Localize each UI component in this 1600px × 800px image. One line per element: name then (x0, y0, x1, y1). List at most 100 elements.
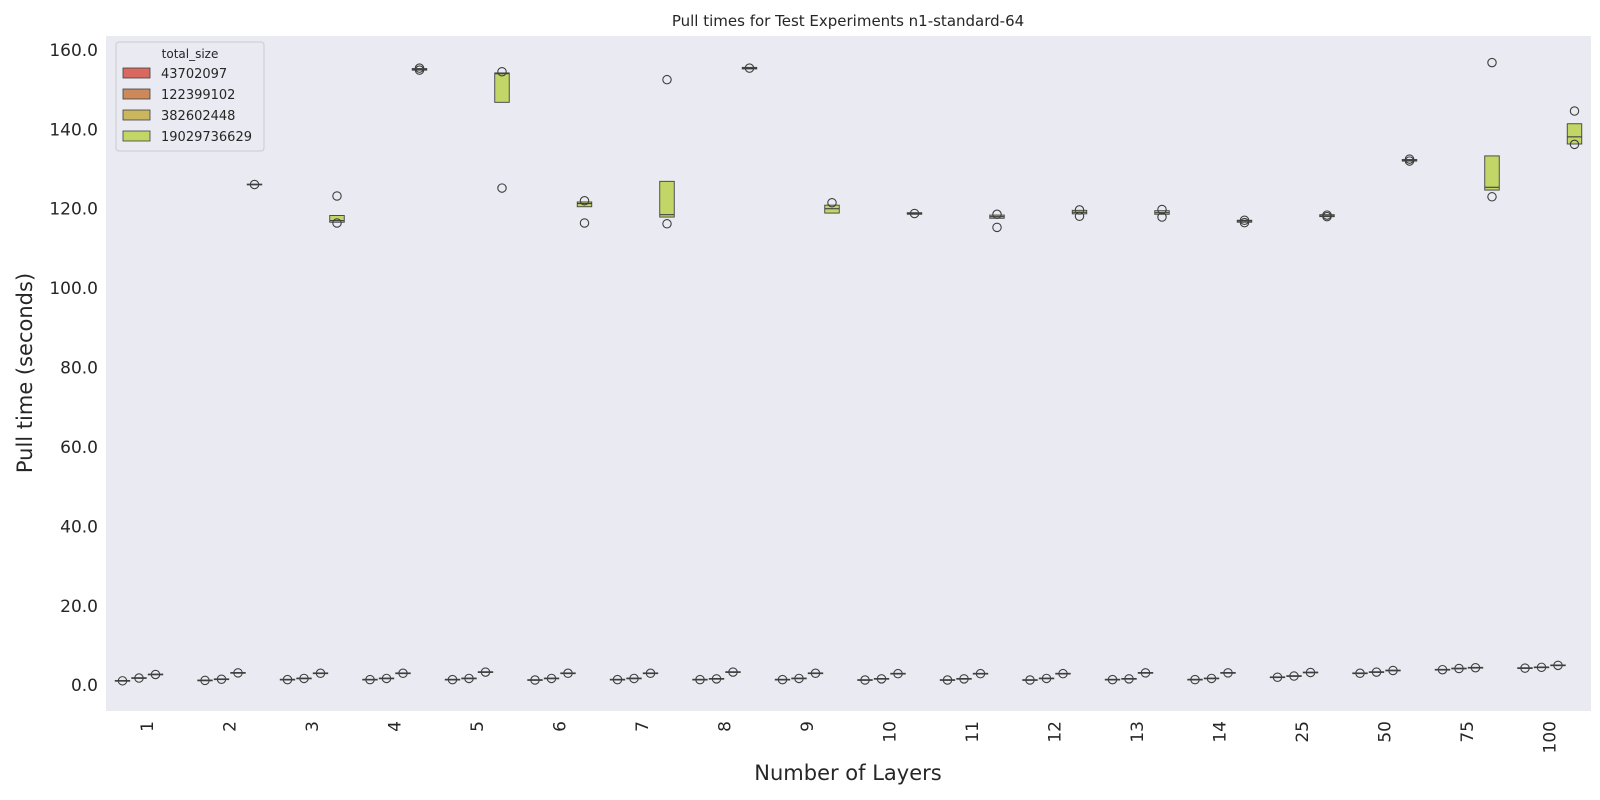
box-group (1121, 674, 1137, 684)
box-group (114, 676, 131, 686)
outlier-point (150, 669, 161, 680)
box-group (708, 674, 725, 684)
box-series (114, 57, 1583, 686)
box-group (312, 668, 329, 679)
box-group (1055, 668, 1071, 679)
outlier-point (1239, 215, 1250, 225)
outlier-point (233, 668, 243, 678)
outlier-point (1569, 139, 1580, 150)
box-group (147, 669, 164, 680)
outlier-point (876, 674, 887, 684)
outlier-point (464, 673, 474, 684)
box-group (213, 674, 230, 684)
outlier-point (695, 674, 705, 685)
outlier-point (332, 191, 342, 201)
legend-title: total_size (162, 47, 219, 61)
box-group (329, 191, 345, 228)
outlier-point (299, 673, 309, 684)
x-tick-label: 75 (1458, 721, 1478, 743)
outlier-point (1272, 672, 1283, 682)
outlier-point (1107, 674, 1118, 685)
outlier-point (1124, 674, 1134, 684)
box (1566, 123, 1583, 145)
box-group (1566, 106, 1583, 150)
outlier-point (909, 208, 920, 219)
box-group (461, 673, 477, 684)
x-tick-label: 100 (1541, 721, 1561, 753)
legend-swatch (122, 67, 151, 79)
box-group (444, 674, 461, 685)
box-group (560, 668, 576, 679)
box-group (527, 675, 543, 685)
outlier-point (579, 196, 590, 206)
outlier-point (1223, 668, 1233, 678)
box (1484, 155, 1500, 191)
box-group (989, 209, 1005, 233)
legend-label: 19029736629 (161, 130, 252, 145)
y-tick-label: 40.0 (60, 517, 98, 537)
box-group (1236, 215, 1253, 228)
x-tick-label: 4 (386, 721, 406, 732)
box-group (1401, 154, 1418, 166)
y-tick-label: 160.0 (49, 41, 98, 61)
box-group (1187, 674, 1203, 685)
box-group (1038, 673, 1055, 684)
box-group (807, 668, 824, 679)
box-group (659, 74, 675, 229)
box (576, 201, 593, 208)
box (659, 180, 675, 218)
outlier-point (1371, 667, 1382, 677)
outlier-point (1305, 667, 1316, 678)
box-group (197, 675, 213, 686)
outlier-point (414, 65, 425, 75)
box-group (692, 674, 708, 685)
outlier-point (1190, 674, 1200, 685)
box-group (956, 674, 972, 684)
legend-label: 43702097 (161, 67, 227, 82)
outlier-point (1520, 663, 1530, 673)
box-group (1154, 204, 1170, 222)
outlier-point (282, 674, 293, 685)
outlier-point (1289, 671, 1299, 681)
box-group (1071, 205, 1088, 222)
y-tick-label: 60.0 (60, 438, 98, 458)
outlier-point (1322, 211, 1332, 222)
plot-background (106, 36, 1591, 711)
x-tick-labels: 1 2 3 4 5 6 7 8 9 10 11 12 13 14 25 50 75 100 (138, 721, 1561, 753)
outlier-point (1437, 664, 1448, 675)
x-tick-label: 8 (716, 721, 736, 732)
outlier-point (959, 674, 969, 684)
outlier-point (381, 673, 392, 684)
box-group (362, 674, 378, 685)
box-group (1517, 663, 1533, 673)
x-axis-label: Number of Layers (754, 761, 941, 785)
x-tick-label: 1 (138, 721, 158, 732)
box-group (1022, 675, 1038, 685)
outlier-point (645, 668, 656, 679)
y-tick-label: 100.0 (49, 279, 98, 299)
chart-title: Pull times for Test Experiments n1-stand… (672, 12, 1024, 30)
box-group (1550, 660, 1566, 671)
box-group (1434, 664, 1451, 675)
outlier-point (1569, 106, 1580, 116)
outlier-point (480, 667, 491, 677)
box-group (1220, 668, 1236, 678)
box-group (725, 667, 741, 677)
box-group (1319, 210, 1335, 222)
box-group (1368, 667, 1385, 677)
box-group (857, 675, 873, 685)
box-group (131, 673, 147, 683)
box-group (1352, 668, 1368, 679)
box-group (906, 208, 923, 219)
box-group (939, 675, 956, 685)
legend-label: 122399102 (161, 88, 235, 103)
outlier-point (216, 674, 227, 684)
box-group (1385, 665, 1401, 676)
box-group (1203, 673, 1220, 684)
outlier-point (860, 675, 870, 685)
outlier-point (1206, 673, 1217, 684)
outlier-point (1355, 668, 1365, 679)
outlier-point (1157, 204, 1167, 215)
box-group (395, 668, 411, 679)
outlier-point (134, 673, 144, 683)
